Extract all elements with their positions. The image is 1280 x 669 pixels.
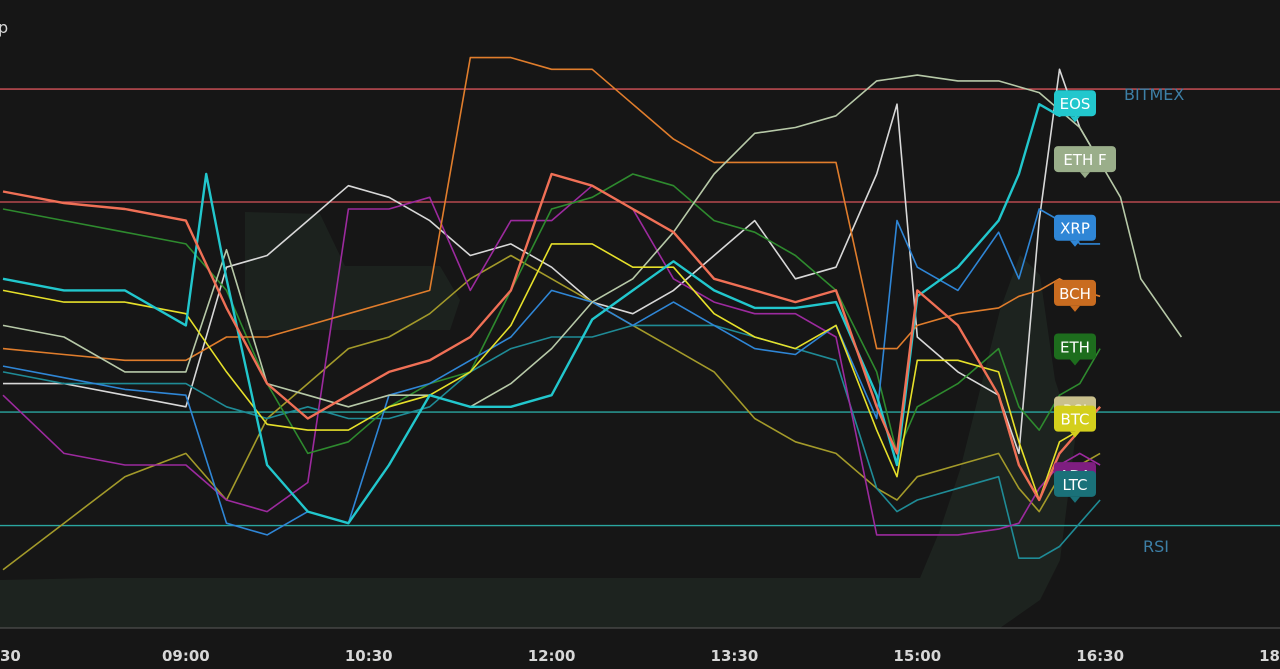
svg-text:XRP: XRP (1060, 220, 1090, 238)
corner-label: p (0, 18, 8, 37)
series-line-eos (2, 103, 1081, 525)
tag-eth: ETH (1054, 333, 1096, 366)
background-area (0, 212, 1075, 628)
x-tick-label: 16:30 (1076, 647, 1124, 665)
series-line-xrp (2, 208, 1101, 536)
svg-text:LTC: LTC (1062, 476, 1087, 494)
tag-eth-f: ETH F (1054, 146, 1116, 179)
x-tick-label: 09:00 (162, 647, 210, 665)
x-tick-label: 10:30 (345, 647, 393, 665)
series-line-btc (2, 243, 1101, 501)
x-axis-ticks: 30 09:00 10:30 12:00 13:30 15:00 16:30 18 (0, 647, 1280, 665)
series-lines (2, 56, 1183, 571)
svg-text:ETH F: ETH F (1063, 151, 1106, 169)
x-tick-label: 13:30 (711, 647, 759, 665)
svg-text:BTC: BTC (1060, 411, 1089, 429)
x-tick-label: 18 (1259, 647, 1280, 665)
svg-text:ETH: ETH (1060, 338, 1090, 356)
series-line-eth-f (2, 74, 1183, 408)
tag-bch: BCH (1054, 279, 1096, 312)
series-line-bch (2, 56, 1101, 362)
svg-text:BCH: BCH (1059, 285, 1091, 303)
annotation-rsi: RSI (1143, 537, 1169, 556)
series-line-rsi (2, 172, 1102, 502)
annotation-bitmex: BITMEX (1124, 85, 1184, 104)
tag-ltc: LTC (1054, 470, 1096, 503)
x-tick-label: 12:00 (528, 647, 576, 665)
svg-text:EOS: EOS (1060, 95, 1091, 113)
series-line-eth (2, 173, 1101, 455)
x-tick-label: 15:00 (893, 647, 941, 665)
tag-xrp: XRP (1054, 214, 1096, 247)
series-line-ada (2, 184, 1101, 536)
tag-eos: EOS (1054, 90, 1096, 123)
tag-btc: BTC (1054, 405, 1096, 438)
x-tick-label: 30 (0, 647, 21, 665)
shaded-area (0, 255, 1075, 628)
shaded-area-secondary (245, 212, 460, 330)
